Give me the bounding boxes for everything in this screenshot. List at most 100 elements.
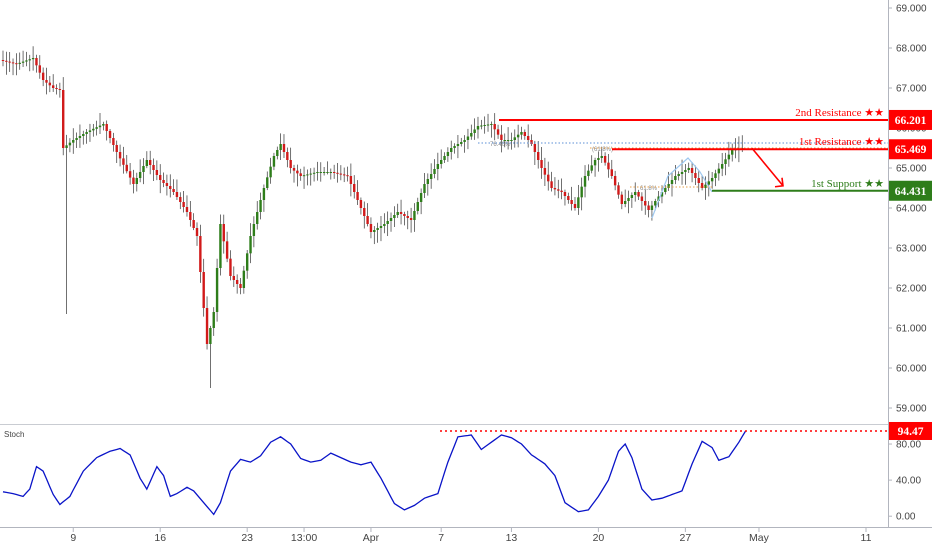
- candle-body: [55, 88, 58, 89]
- candle-body: [25, 60, 28, 62]
- price-tick-label: 67.000: [896, 84, 927, 95]
- time-tick-label: 7: [438, 532, 444, 544]
- candle-body: [637, 192, 640, 197]
- candle-body: [235, 280, 239, 284]
- candle-body: [403, 214, 406, 216]
- candle-body: [262, 188, 266, 200]
- candle-body: [88, 130, 92, 132]
- candle-body: [707, 181, 710, 185]
- candle-body: [557, 189, 560, 191]
- candle-body: [108, 131, 112, 138]
- candles-group: [1, 46, 744, 388]
- candle-body: [623, 201, 627, 204]
- candle-body: [731, 150, 734, 155]
- price-tick-label: 59.000: [896, 404, 927, 415]
- candle-body: [610, 169, 613, 176]
- candle-body: [567, 196, 570, 200]
- candle-body: [486, 124, 490, 126]
- candle-body: [316, 172, 319, 173]
- price-tick-label: 64.000: [896, 204, 927, 215]
- candle-body: [506, 140, 510, 141]
- candle-body: [453, 146, 456, 148]
- candle-body: [18, 62, 21, 64]
- candle-body: [282, 144, 286, 152]
- candle-body: [78, 136, 82, 138]
- candle-body: [416, 202, 419, 211]
- candle-body: [5, 60, 8, 62]
- candle-body: [647, 205, 650, 210]
- candle-body: [132, 177, 135, 184]
- candle-body: [239, 284, 242, 288]
- level-price-tag-text: 65.469: [895, 144, 927, 156]
- candle-body: [222, 224, 225, 242]
- candle-body: [630, 195, 634, 198]
- candle-body: [429, 174, 433, 179]
- time-tick-label: May: [749, 532, 770, 544]
- stoch-tick-label: 0.00: [896, 512, 916, 523]
- candle-body: [229, 258, 232, 276]
- candle-body: [182, 202, 185, 207]
- candle-body: [590, 165, 593, 171]
- stoch-label: Stoch: [4, 430, 24, 439]
- time-tick-label: 13: [506, 532, 518, 544]
- candle-body: [189, 212, 192, 220]
- candle-body: [329, 172, 333, 173]
- candle-body: [406, 216, 409, 218]
- level-price-tag: [889, 180, 932, 201]
- fibonacci-layer: 76.40% (61.8%) 61.8%: [478, 142, 888, 219]
- time-tick-label: 11: [861, 532, 872, 544]
- candle-body: [359, 200, 363, 208]
- candle-body: [396, 212, 399, 215]
- fib-label: 76.40%: [490, 142, 511, 148]
- candle-body: [439, 160, 443, 164]
- stoch-value-tag: [889, 421, 932, 440]
- stoch-pane: 94.47: [2, 421, 932, 516]
- candle-body: [570, 200, 573, 204]
- level-price-tag-text: 66.201: [895, 115, 927, 127]
- candle-body: [142, 166, 145, 172]
- level-tags: 66.201 65.469 64.431: [889, 109, 932, 201]
- candle-body: [376, 228, 379, 230]
- candle-body: [433, 169, 436, 174]
- candle-body: [259, 200, 262, 212]
- candle-body: [460, 142, 463, 144]
- candle-body: [125, 164, 128, 172]
- candle-body: [493, 124, 496, 130]
- candle-body: [654, 201, 657, 206]
- candle-body: [443, 156, 446, 160]
- candle-body: [162, 180, 165, 183]
- candle-body: [627, 198, 630, 201]
- candle-body: [21, 61, 25, 63]
- candle-body: [423, 184, 426, 193]
- candle-body: [389, 218, 393, 221]
- candle-body: [242, 270, 246, 288]
- levels-group[interactable]: 2nd Resistance ★★ 1st Resistance ★★ 1st Su…: [499, 107, 888, 192]
- candle-body: [690, 168, 694, 173]
- level-label: 1st Resistance ★★: [799, 136, 884, 148]
- candle-body: [516, 134, 520, 138]
- forecast-arrow-head: [774, 177, 784, 188]
- price-tick-label: 63.000: [896, 244, 927, 255]
- candle-body: [35, 58, 38, 66]
- candle-body: [219, 224, 222, 268]
- candle-body: [175, 192, 179, 197]
- candle-body: [286, 152, 289, 160]
- level-label: 2nd Resistance ★★: [795, 107, 884, 119]
- time-axis: 9 16 23 13:00 Apr 7 13 20 27 May 11: [70, 528, 872, 544]
- candle-body: [547, 174, 550, 182]
- candle-body: [456, 144, 460, 146]
- candle-body: [674, 176, 677, 180]
- candle-body: [339, 173, 343, 175]
- candle-body: [634, 192, 637, 195]
- candle-body: [526, 136, 530, 140]
- time-tick-label: 13:00: [291, 532, 317, 544]
- candle-body: [650, 205, 654, 210]
- candle-body: [309, 173, 312, 175]
- fib-label: 61.8%: [640, 186, 658, 192]
- price-tick-label: 61.000: [896, 324, 927, 335]
- candle-body: [92, 128, 95, 131]
- candle-body: [613, 176, 617, 186]
- candle-body: [580, 186, 583, 198]
- candle-body: [165, 183, 169, 186]
- candle-body: [68, 142, 72, 146]
